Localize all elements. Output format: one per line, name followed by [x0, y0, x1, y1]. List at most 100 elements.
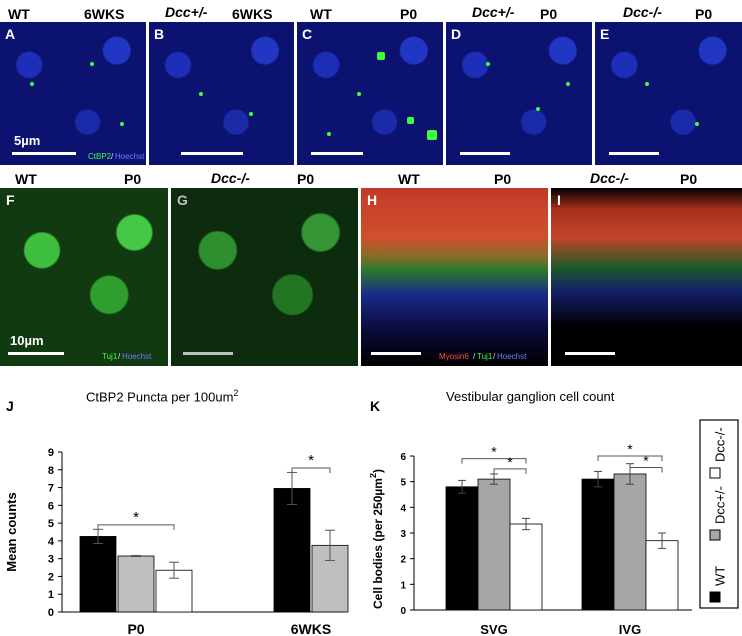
significance-bracket: [461, 458, 527, 464]
y-tick-label: 4: [48, 536, 55, 548]
panel-letter-i: I: [557, 192, 561, 208]
significance-marker: *: [627, 441, 633, 457]
x-tick-label: 6WKS: [291, 621, 331, 636]
significance-bracket: [493, 468, 527, 474]
scale-label: 10µm: [10, 333, 44, 348]
panel-e-genotype: Dcc-/-: [623, 4, 662, 20]
y-tick-label: 3: [48, 554, 54, 566]
micrograph-f: F 10µm Tuj1 / Hoechst: [0, 188, 168, 366]
micrograph-c: C: [297, 22, 443, 165]
scale-bar: [12, 152, 76, 155]
chart-j-title: CtBP2 Puncta per 100um2: [86, 388, 239, 405]
scale-bar: [460, 152, 510, 155]
y-tick-label: 4: [400, 503, 406, 514]
panel-e-age: P0: [695, 6, 713, 22]
x-tick-label: IVG: [619, 622, 641, 636]
legend-swatch: [709, 591, 721, 603]
panel-f-age: P0: [124, 171, 142, 187]
legend-swatch: [709, 529, 721, 541]
bar: [477, 478, 511, 611]
micrograph-d: D: [446, 22, 592, 165]
legend-label: Dcc+/-: [712, 486, 727, 524]
y-tick-label: 0: [48, 607, 54, 619]
scale-bar: [565, 352, 615, 355]
legend-box: [699, 419, 739, 609]
micrograph-b: B: [149, 22, 294, 165]
scale-bar: [8, 352, 64, 355]
y-tick-label: 0: [400, 606, 406, 617]
micrograph-i: I: [551, 188, 742, 366]
panel-letter-g: G: [177, 192, 188, 208]
panel-c-genotype: WT: [310, 6, 332, 22]
stain-myosin6: Myosin6: [439, 352, 469, 361]
y-axis-label: Mean counts: [4, 492, 19, 571]
panel-g-age: P0: [297, 171, 315, 187]
bar: [613, 473, 647, 611]
y-tick-label: 5: [400, 478, 406, 489]
legend-label: WT: [712, 566, 727, 586]
panel-letter-c: C: [302, 26, 313, 42]
stain-ctbp2: CtBP2: [88, 152, 112, 161]
scale-bar: [181, 152, 243, 155]
panel-a-age: 6WKS: [84, 6, 125, 22]
panel-letter-j: J: [6, 398, 14, 414]
micrograph-e: E: [595, 22, 742, 165]
panel-letter-a: A: [5, 26, 16, 42]
chart-j-svg: 0 1 2 3 4 5 6 7 8 9 Mean counts P0 6WKS * *: [4, 447, 349, 636]
bar: [117, 555, 155, 613]
y-tick-label: 1: [400, 580, 406, 591]
y-tick-label: 9: [48, 447, 54, 459]
x-tick-label: P0: [127, 621, 144, 636]
scale-bar: [609, 152, 659, 155]
y-axis-label: Cell bodies (per 250µm2): [370, 469, 385, 609]
micrograph-a: A 5µm CtBP2 / Hoechst: [0, 22, 146, 165]
significance-marker: *: [133, 509, 139, 526]
panel-letter-h: H: [367, 192, 378, 208]
significance-bracket: [597, 455, 663, 461]
y-tick-label: 2: [400, 555, 406, 566]
y-tick-label: 8: [48, 465, 54, 477]
panel-a-genotype: WT: [8, 6, 30, 22]
bar: [311, 544, 349, 613]
stain-hoechst: Hoechst: [115, 152, 145, 161]
significance-marker: *: [491, 444, 497, 460]
micrograph-h: H Myosin6 / Tuj1 / Hoechst: [361, 188, 548, 366]
y-tick-label: 6: [48, 500, 54, 512]
bar: [581, 478, 615, 611]
panel-b-age: 6WKS: [232, 6, 273, 22]
micrograph-g: G: [171, 188, 358, 366]
panel-letter-b: B: [154, 26, 165, 42]
panel-d-age: P0: [540, 6, 558, 22]
bar: [509, 523, 543, 611]
stain-sep: /: [493, 352, 496, 361]
significance-bracket: [291, 467, 331, 473]
significance-marker: *: [308, 452, 314, 469]
panel-i-genotype: Dcc-/-: [590, 170, 629, 186]
panel-letter-e: E: [600, 26, 610, 42]
panel-letter-f: F: [6, 192, 15, 208]
significance-marker: *: [643, 453, 649, 469]
significance-bracket: [629, 467, 663, 473]
stain-hoechst: Hoechst: [122, 352, 152, 361]
scale-bar: [311, 152, 363, 155]
bar: [273, 488, 311, 613]
stain-tuj1: Tuj1: [477, 352, 493, 361]
legend-label: Dcc-/-: [712, 427, 727, 462]
stain-sep: /: [473, 352, 476, 361]
scale-label: 5µm: [14, 133, 41, 148]
y-tick-label: 5: [48, 518, 54, 530]
stain-hoechst: Hoechst: [497, 352, 527, 361]
panel-i-age: P0: [680, 171, 698, 187]
chart-k-title: Vestibular ganglion cell count: [446, 389, 615, 404]
scale-bar: [371, 352, 421, 355]
x-tick-label: SVG: [480, 622, 507, 636]
panel-b-genotype: Dcc+/-: [165, 4, 208, 20]
significance-marker: *: [507, 454, 513, 470]
bar: [79, 536, 117, 613]
panel-d-genotype: Dcc+/-: [472, 4, 515, 20]
panel-h-age: P0: [494, 171, 512, 187]
y-tick-label: 2: [48, 571, 54, 583]
panel-f-genotype: WT: [15, 171, 37, 187]
chart-k-svg: 0 1 2 3 4 5 6 Cell bodies (per 250µm2) SVG IVG * * *…: [370, 419, 739, 636]
stain-sep: /: [111, 152, 114, 161]
